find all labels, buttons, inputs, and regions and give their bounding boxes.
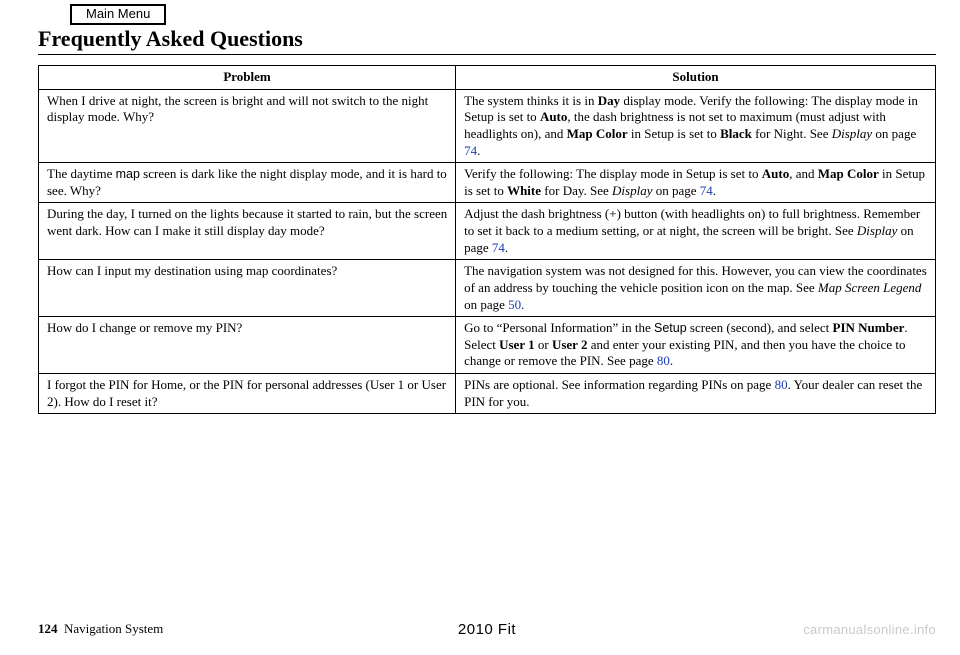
- table-row: When I drive at night, the screen is bri…: [39, 89, 936, 163]
- table-row: During the day, I turned on the lights b…: [39, 203, 936, 260]
- table-header-row: Problem Solution: [39, 66, 936, 90]
- page-footer: 124 Navigation System 2010 Fit: [38, 621, 936, 637]
- table-row: I forgot the PIN for Home, or the PIN fo…: [39, 374, 936, 414]
- solution-cell: Verify the following: The display mode i…: [456, 163, 936, 203]
- table-row: How do I change or remove my PIN?Go to “…: [39, 317, 936, 374]
- problem-cell: The daytime map screen is dark like the …: [39, 163, 456, 203]
- problem-cell: How can I input my destination using map…: [39, 260, 456, 317]
- problem-cell: I forgot the PIN for Home, or the PIN fo…: [39, 374, 456, 414]
- col-header-problem: Problem: [39, 66, 456, 90]
- problem-cell: When I drive at night, the screen is bri…: [39, 89, 456, 163]
- watermark: carmanualsonline.info: [803, 622, 936, 637]
- solution-cell: The system thinks it is in Day display m…: [456, 89, 936, 163]
- heading-rule: [38, 54, 936, 55]
- page-number: 124: [38, 621, 58, 636]
- solution-cell: Adjust the dash brightness (+) button (w…: [456, 203, 936, 260]
- problem-cell: How do I change or remove my PIN?: [39, 317, 456, 374]
- book-title: 2010 Fit: [458, 621, 516, 638]
- col-header-solution: Solution: [456, 66, 936, 90]
- problem-cell: During the day, I turned on the lights b…: [39, 203, 456, 260]
- solution-cell: The navigation system was not designed f…: [456, 260, 936, 317]
- faq-tbody: When I drive at night, the screen is bri…: [39, 89, 936, 414]
- faq-table: Problem Solution When I drive at night, …: [38, 65, 936, 414]
- section-name: Navigation System: [64, 621, 163, 636]
- solution-cell: Go to “Personal Information” in the Setu…: [456, 317, 936, 374]
- table-row: How can I input my destination using map…: [39, 260, 936, 317]
- solution-cell: PINs are optional. See information regar…: [456, 374, 936, 414]
- page-number-label: 124 Navigation System: [38, 621, 163, 636]
- table-row: The daytime map screen is dark like the …: [39, 163, 936, 203]
- main-menu-button[interactable]: Main Menu: [70, 4, 166, 25]
- page-title: Frequently Asked Questions: [38, 26, 936, 52]
